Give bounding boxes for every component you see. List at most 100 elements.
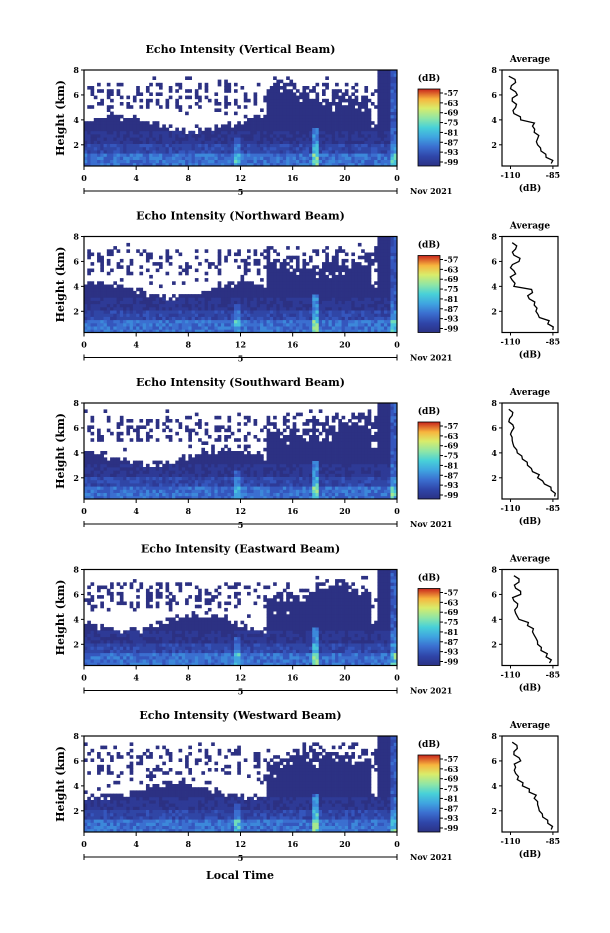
heatmap-cell (276, 147, 280, 151)
heatmap-cell (156, 147, 160, 151)
heatmap-cell (280, 131, 284, 135)
heatmap-cell (227, 477, 231, 481)
heatmap-cell (377, 310, 381, 314)
heatmap-cell (273, 451, 277, 455)
heatmap-cell (355, 108, 359, 112)
heatmap-cell (387, 150, 391, 154)
heatmap-cell (355, 118, 359, 122)
heatmap-cell (130, 419, 134, 423)
heatmap-cell (214, 150, 218, 154)
heatmap-cell (263, 467, 267, 471)
heatmap-cell (247, 477, 251, 481)
heatmap-cell (296, 118, 300, 122)
heatmap-cell (100, 262, 104, 266)
heatmap-cell (143, 160, 147, 164)
heatmap-cell (296, 323, 300, 327)
heatmap-cell (104, 297, 108, 301)
heatmap-cell (286, 294, 290, 298)
heatmap-cell (390, 92, 394, 96)
heatmap-cell (120, 493, 124, 497)
heatmap-cell (364, 265, 368, 269)
heatmap-cell (237, 323, 241, 327)
heatmap-cell (267, 115, 271, 119)
heatmap-cell (283, 416, 287, 420)
heatmap-cell (338, 317, 342, 321)
heatmap-cell (381, 121, 385, 125)
heatmap-cell (296, 480, 300, 484)
heatmap-cell (351, 108, 355, 112)
heatmap-cell (322, 265, 326, 269)
heatmap-cell (91, 483, 95, 487)
heatmap-cell (146, 140, 150, 144)
heatmap-cell (139, 253, 143, 257)
heatmap-cell (162, 467, 166, 471)
heatmap-cell (87, 307, 91, 311)
heatmap-cell (162, 317, 166, 321)
heatmap-cell (381, 323, 385, 327)
heatmap-cell (273, 76, 277, 80)
heatmap-cell (123, 313, 127, 317)
heatmap-cell (299, 124, 303, 128)
heatmap-cell (247, 317, 251, 321)
heatmap-cell (309, 89, 313, 93)
heatmap-cell (152, 317, 156, 321)
heatmap-cell (276, 137, 280, 141)
heatmap-cell (289, 92, 293, 96)
heatmap-cell (149, 320, 153, 324)
heatmap-cell (286, 477, 290, 481)
heatmap-cell (273, 112, 277, 116)
heatmap-cell (293, 464, 297, 468)
heatmap-cell (110, 470, 114, 474)
heatmap-cell (195, 134, 199, 138)
heatmap-cell (302, 480, 306, 484)
heatmap-cell (201, 470, 205, 474)
heatmap-cell (306, 301, 310, 305)
heatmap-cell (377, 118, 381, 122)
heatmap-cell (250, 144, 254, 148)
heatmap-cell (302, 96, 306, 100)
heatmap-cell (283, 140, 287, 144)
heatmap-cell (169, 160, 173, 164)
heatmap-cell (250, 140, 254, 144)
heatmap-cell (156, 294, 160, 298)
heatmap-cell (267, 483, 271, 487)
heatmap-cell (273, 477, 277, 481)
heatmap-cell (205, 493, 209, 497)
heatmap-cell (218, 137, 222, 141)
heatmap-cell (97, 432, 101, 436)
heatmap-cell (306, 304, 310, 308)
heatmap-cell (201, 457, 205, 461)
heatmap-cell (257, 118, 261, 122)
heatmap-cell (231, 144, 235, 148)
heatmap-cell (355, 285, 359, 289)
heatmap-cell (91, 307, 95, 311)
heatmap-cell (273, 445, 277, 449)
heatmap-cell (364, 128, 368, 132)
heatmap-cell (156, 83, 160, 87)
heatmap-cell (139, 304, 143, 308)
heatmap-cell (205, 128, 209, 132)
heatmap-cell (289, 304, 293, 308)
heatmap-cell (198, 96, 202, 100)
heatmap-cell (276, 435, 280, 439)
heatmap-cell (270, 297, 274, 301)
heatmap-cell (384, 144, 388, 148)
heatmap-cell (276, 323, 280, 327)
heatmap-cell (306, 275, 310, 279)
heatmap-cell (237, 288, 241, 292)
heatmap-cell (208, 99, 212, 103)
heatmap-cell (91, 425, 95, 429)
heatmap-cell (332, 115, 336, 119)
heatmap-cell (293, 140, 297, 144)
heatmap-cell (237, 131, 241, 135)
heatmap-cell (364, 310, 368, 314)
heatmap-cell (104, 134, 108, 138)
heatmap-cell (214, 92, 218, 96)
heatmap-cell (237, 140, 241, 144)
heatmap-cell (110, 269, 114, 273)
heatmap-cell (126, 432, 130, 436)
heatmap-cell (270, 115, 274, 119)
heatmap-cell (198, 326, 202, 330)
heatmap-cell (136, 144, 140, 148)
heatmap-cell (133, 320, 137, 324)
